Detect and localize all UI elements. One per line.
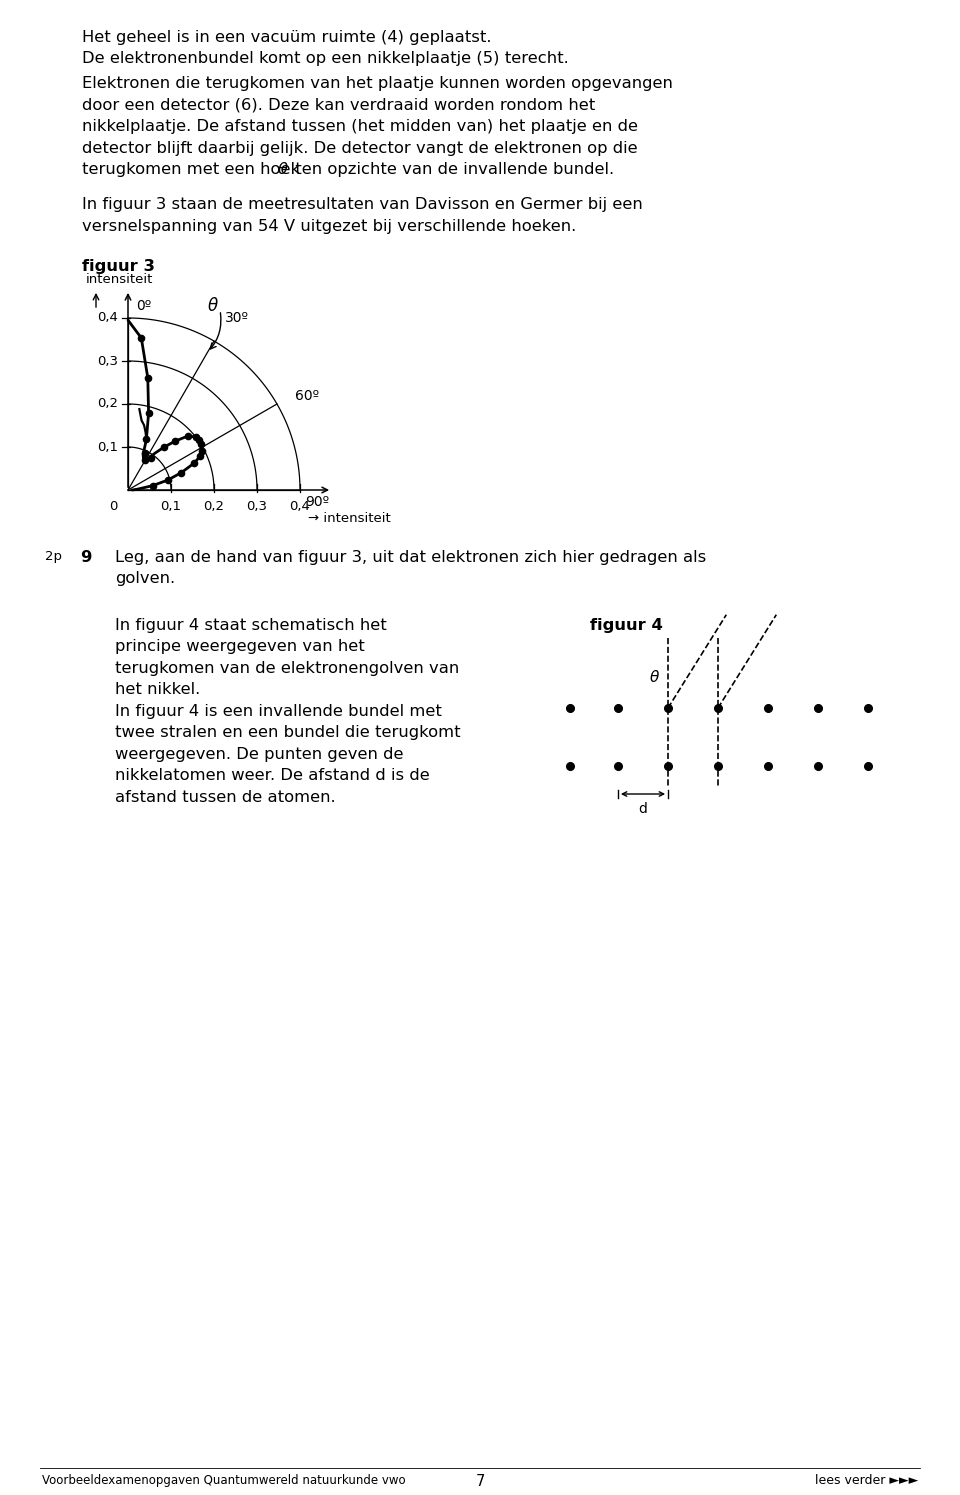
Text: figuur 4: figuur 4 bbox=[590, 617, 662, 632]
Text: 0,2: 0,2 bbox=[204, 499, 225, 513]
Text: figuur 3: figuur 3 bbox=[82, 259, 155, 274]
Text: intensiteit: intensiteit bbox=[86, 274, 154, 286]
Text: De elektronenbundel komt op een nikkelplaatje (5) terecht.: De elektronenbundel komt op een nikkelpl… bbox=[82, 51, 568, 66]
Text: θ: θ bbox=[278, 161, 288, 176]
Text: 0,4: 0,4 bbox=[290, 499, 310, 513]
Text: twee stralen en een bundel die terugkomt: twee stralen en een bundel die terugkomt bbox=[115, 725, 461, 740]
Text: nikkelplaatje. De afstand tussen (het midden van) het plaatje en de: nikkelplaatje. De afstand tussen (het mi… bbox=[82, 120, 638, 135]
Text: 9: 9 bbox=[80, 550, 91, 565]
Text: door een detector (6). Deze kan verdraaid worden rondom het: door een detector (6). Deze kan verdraai… bbox=[82, 97, 595, 112]
Text: versnelspanning van 54 V uitgezet bij verschillende hoeken.: versnelspanning van 54 V uitgezet bij ve… bbox=[82, 218, 576, 235]
Text: principe weergegeven van het: principe weergegeven van het bbox=[115, 640, 365, 655]
Text: Leg, aan de hand van figuur 3, uit dat elektronen zich hier gedragen als: Leg, aan de hand van figuur 3, uit dat e… bbox=[115, 550, 707, 565]
Text: In figuur 3 staan de meetresultaten van Davisson en Germer bij een: In figuur 3 staan de meetresultaten van … bbox=[82, 197, 643, 212]
Text: Elektronen die terugkomen van het plaatje kunnen worden opgevangen: Elektronen die terugkomen van het plaatj… bbox=[82, 76, 673, 91]
Text: golven.: golven. bbox=[115, 571, 175, 586]
Text: 0,1: 0,1 bbox=[160, 499, 181, 513]
Text: 0,1: 0,1 bbox=[97, 441, 118, 453]
Text: 0,2: 0,2 bbox=[97, 398, 118, 411]
Text: ten opzichte van de invallende bundel.: ten opzichte van de invallende bundel. bbox=[290, 161, 614, 176]
Text: detector blijft daarbij gelijk. De detector vangt de elektronen op die: detector blijft daarbij gelijk. De detec… bbox=[82, 141, 637, 155]
Text: weergegeven. De punten geven de: weergegeven. De punten geven de bbox=[115, 748, 403, 762]
Text: 90º: 90º bbox=[305, 495, 329, 508]
Text: 2p: 2p bbox=[45, 550, 62, 564]
Text: → intensiteit: → intensiteit bbox=[308, 511, 391, 525]
Text: nikkelatomen weer. De afstand d is de: nikkelatomen weer. De afstand d is de bbox=[115, 768, 430, 783]
Text: 0,4: 0,4 bbox=[97, 311, 118, 324]
Text: 60º: 60º bbox=[295, 390, 319, 404]
Text: terugkomen met een hoek: terugkomen met een hoek bbox=[82, 161, 305, 176]
Text: 0,3: 0,3 bbox=[97, 354, 118, 368]
Text: afstand tussen de atomen.: afstand tussen de atomen. bbox=[115, 789, 336, 804]
Text: terugkomen van de elektronengolven van: terugkomen van de elektronengolven van bbox=[115, 661, 459, 676]
Text: d: d bbox=[638, 801, 647, 816]
Text: 0º: 0º bbox=[136, 299, 152, 312]
Text: In figuur 4 is een invallende bundel met: In figuur 4 is een invallende bundel met bbox=[115, 704, 442, 719]
Text: 0,3: 0,3 bbox=[247, 499, 268, 513]
Text: Het geheel is in een vacuüm ruimte (4) geplaatst.: Het geheel is in een vacuüm ruimte (4) g… bbox=[82, 30, 492, 45]
Text: lees verder ►►►: lees verder ►►► bbox=[815, 1474, 918, 1488]
Text: het nikkel.: het nikkel. bbox=[115, 683, 201, 698]
Text: 0: 0 bbox=[109, 499, 118, 513]
Text: θ: θ bbox=[208, 298, 218, 315]
Text: 30º: 30º bbox=[225, 311, 249, 324]
Text: 7: 7 bbox=[475, 1474, 485, 1489]
Text: In figuur 4 staat schematisch het: In figuur 4 staat schematisch het bbox=[115, 617, 387, 632]
Text: Voorbeeldexamenopgaven Quantumwereld natuurkunde vwo: Voorbeeldexamenopgaven Quantumwereld nat… bbox=[42, 1474, 406, 1488]
Text: θ: θ bbox=[650, 670, 660, 685]
